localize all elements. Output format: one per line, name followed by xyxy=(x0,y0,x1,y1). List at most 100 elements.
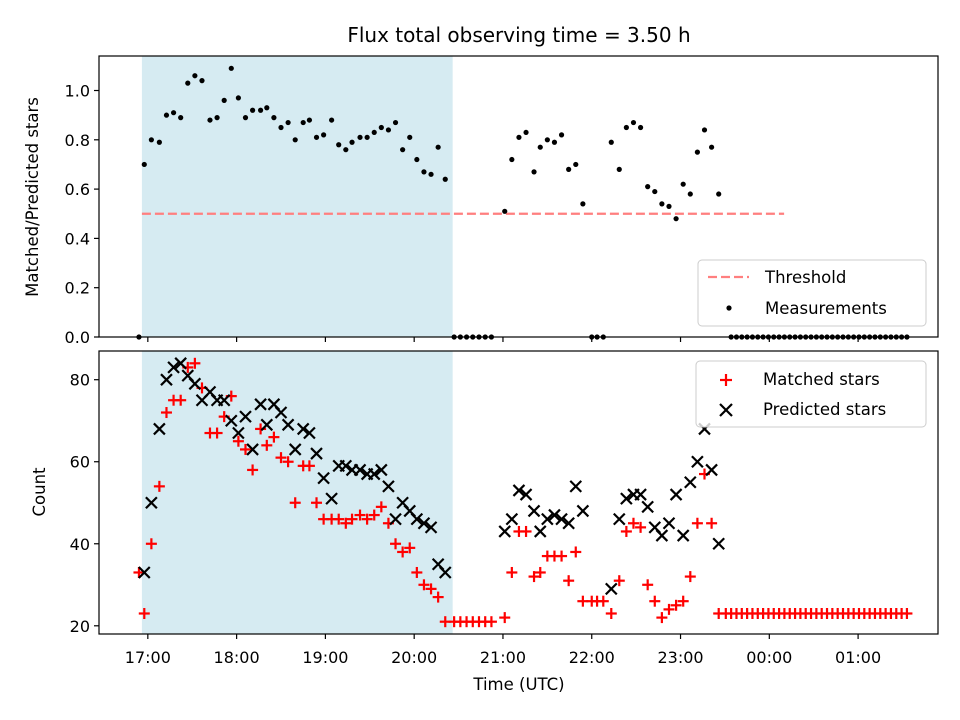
matched-star-marker xyxy=(627,517,639,529)
predicted-marker-b xyxy=(691,455,704,469)
measurement-point xyxy=(509,156,515,163)
predicted-marker-b xyxy=(527,504,541,518)
measurement-point xyxy=(659,201,665,207)
measurement-point xyxy=(192,73,198,79)
count-y-tick-label: 80 xyxy=(70,371,90,390)
measurement-point xyxy=(385,127,392,133)
predicted-star-marker xyxy=(303,426,316,440)
matched-star-markers xyxy=(133,357,913,628)
predicted-star-marker xyxy=(576,504,590,518)
measurement-point xyxy=(630,119,637,126)
measurement-point xyxy=(637,124,644,131)
measurement-point xyxy=(421,169,427,175)
matched-star-marker xyxy=(361,513,373,525)
predicted-marker-b xyxy=(246,443,259,456)
count-y-ticks: 20 40 60 80 xyxy=(70,371,99,636)
matched-star-marker xyxy=(418,579,430,591)
measurement-point xyxy=(357,134,363,140)
legend-threshold-label: Threshold xyxy=(764,268,846,287)
measurement-point xyxy=(558,132,565,138)
matched-star-marker xyxy=(684,571,696,583)
predicted-star-marker xyxy=(555,512,568,526)
measurement-point xyxy=(442,176,448,182)
matched-star-marker xyxy=(390,538,402,550)
matched-star-marker xyxy=(901,607,913,619)
predicted-marker-b xyxy=(181,369,195,382)
predicted-marker-b xyxy=(576,504,590,518)
measurement-point xyxy=(170,110,177,116)
legend-measurements-swatch xyxy=(726,305,732,311)
predicted-marker-b xyxy=(410,512,424,526)
matched-star-marker xyxy=(570,546,582,558)
measurement-point xyxy=(235,95,241,101)
matched-star-marker xyxy=(375,501,387,513)
predicted-marker-b xyxy=(267,398,281,411)
measurement-point xyxy=(400,147,406,153)
measurement-point xyxy=(207,117,213,123)
ratio-panel: 0.0 0.2 0.4 0.6 0.8 1.0 Flux total observing … xyxy=(23,23,939,347)
matched-star-marker xyxy=(677,595,689,607)
measurement-point xyxy=(687,191,693,197)
matched-star-marker xyxy=(160,407,172,419)
time-x-tick-label: 23:00 xyxy=(657,648,703,667)
ratio-y-tick-label: 0.2 xyxy=(65,279,90,298)
predicted-star-marker xyxy=(317,471,330,485)
matched-star-marker xyxy=(520,525,532,537)
predicted-star-marker xyxy=(375,463,388,477)
predicted-star-marker xyxy=(260,418,274,432)
measurement-point xyxy=(300,119,306,126)
measurement-point xyxy=(407,134,413,140)
time-x-tick-label: 00:00 xyxy=(746,648,792,667)
predicted-star-marker xyxy=(254,398,267,411)
ratio-y-tick-label: 0.8 xyxy=(65,131,90,150)
measurement-point xyxy=(313,134,320,140)
legend-predicted-label: Predicted stars xyxy=(763,400,886,419)
legend-predicted-swatch xyxy=(719,403,733,417)
matched-star-marker xyxy=(153,480,165,492)
predicted-marker-b xyxy=(167,361,180,374)
predicted-marker-b xyxy=(188,377,202,391)
predicted-marker-b xyxy=(296,422,310,436)
measurement-point xyxy=(573,161,579,168)
predicted-star-marker xyxy=(225,414,238,428)
matched-star-marker xyxy=(605,607,617,619)
predicted-star-marker xyxy=(246,443,259,456)
predicted-star-marker xyxy=(160,373,173,386)
predicted-star-marker xyxy=(498,525,512,538)
matched-star-marker xyxy=(691,517,703,529)
predicted-star-marker xyxy=(548,508,561,522)
predicted-star-marker xyxy=(174,357,187,370)
predicted-marker-b xyxy=(225,414,238,428)
measurement-point xyxy=(378,124,384,131)
ratio-y-tick-label: 0.4 xyxy=(65,229,90,248)
predicted-marker-b xyxy=(260,418,274,432)
matched-star-marker xyxy=(311,497,323,509)
measurement-point xyxy=(516,134,522,140)
measurement-point xyxy=(392,119,399,126)
predicted-star-marker xyxy=(519,488,533,501)
predicted-marker-b xyxy=(239,410,252,423)
matched-star-marker xyxy=(485,616,497,628)
ratio-x-ticks xyxy=(147,337,859,342)
measurement-point xyxy=(163,112,170,118)
predicted-marker-b xyxy=(548,508,561,522)
predicted-star-marker xyxy=(417,516,431,530)
ratio-y-tick-label: 0.6 xyxy=(65,180,90,199)
matched-star-marker xyxy=(649,595,661,607)
predicted-marker-b xyxy=(533,525,547,538)
count-y-tick-label: 20 xyxy=(70,617,90,636)
matched-star-marker xyxy=(282,456,294,468)
matched-star-marker xyxy=(340,517,352,529)
predicted-marker-b xyxy=(712,537,725,551)
predicted-star-marker xyxy=(712,537,725,551)
matched-star-marker xyxy=(620,525,632,537)
measurement-point xyxy=(329,117,335,123)
predicted-marker-b xyxy=(541,512,554,526)
matched-star-marker xyxy=(613,575,625,587)
matched-star-marker xyxy=(656,612,668,624)
measurement-point xyxy=(523,129,529,136)
matched-star-marker xyxy=(432,591,444,603)
predicted-marker-b xyxy=(634,488,647,501)
ratio-panel-frame xyxy=(98,55,939,338)
